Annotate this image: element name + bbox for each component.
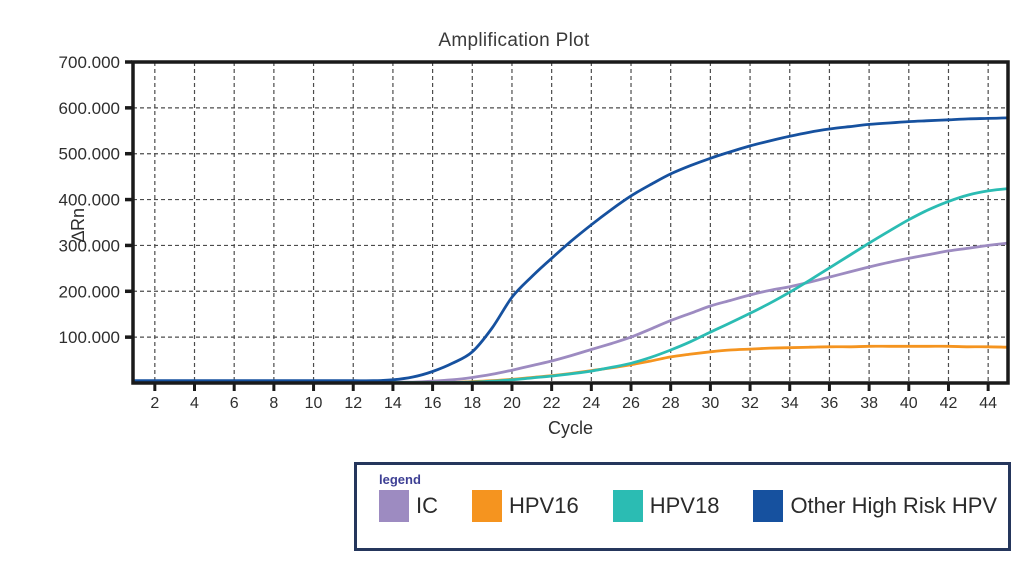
- svg-text:24: 24: [582, 395, 600, 412]
- svg-text:8: 8: [269, 395, 278, 412]
- legend-label-hpv18: HPV18: [649, 493, 720, 518]
- legend-swatch-hpv16: [472, 490, 502, 522]
- svg-text:30: 30: [701, 395, 719, 412]
- svg-text:36: 36: [821, 395, 839, 412]
- legend-title: legend: [379, 472, 421, 487]
- svg-text:12: 12: [344, 395, 362, 412]
- legend: legend IC HPV16 HPV18 Other High Risk HP…: [354, 462, 1011, 551]
- svg-text:200.000: 200.000: [59, 282, 120, 301]
- legend-item-hpv18: HPV18: [612, 490, 720, 522]
- chart-title: Amplification Plot: [438, 30, 590, 51]
- svg-text:500.000: 500.000: [59, 145, 120, 164]
- legend-label-hpv16: HPV16: [509, 493, 579, 518]
- svg-text:2: 2: [150, 395, 159, 412]
- svg-text:400.000: 400.000: [59, 191, 120, 210]
- legend-swatch-hpv18: [612, 490, 643, 522]
- legend-swatch-other-high-risk-hpv: [753, 490, 784, 522]
- x-axis-label: Cycle: [547, 418, 593, 438]
- legend-label-other-high-risk-hpv: Other High Risk HPV: [790, 493, 998, 518]
- svg-text:14: 14: [384, 395, 402, 412]
- svg-text:300.000: 300.000: [59, 236, 120, 255]
- svg-text:100.000: 100.000: [59, 328, 120, 347]
- svg-text:26: 26: [622, 395, 640, 412]
- legend-swatch-ic: [379, 490, 409, 522]
- svg-text:22: 22: [543, 395, 561, 412]
- legend-item-hpv16: HPV16: [472, 490, 579, 522]
- svg-text:16: 16: [424, 395, 442, 412]
- svg-text:44: 44: [979, 395, 997, 412]
- svg-text:34: 34: [781, 395, 799, 412]
- y-axis-label: ∆Rn: [67, 207, 88, 243]
- svg-text:28: 28: [662, 395, 680, 412]
- svg-text:40: 40: [900, 395, 918, 412]
- legend-item-ic: IC: [379, 490, 438, 522]
- svg-text:32: 32: [741, 395, 759, 412]
- svg-text:600.000: 600.000: [59, 99, 120, 118]
- legend-label-ic: IC: [416, 493, 438, 518]
- svg-text:10: 10: [305, 395, 323, 412]
- legend-items: IC HPV16 HPV18 Other High Risk HPV: [379, 490, 1008, 522]
- svg-text:42: 42: [940, 395, 958, 412]
- svg-text:38: 38: [860, 395, 878, 412]
- svg-text:6: 6: [230, 395, 239, 412]
- svg-text:4: 4: [190, 395, 199, 412]
- legend-item-other-high-risk-hpv: Other High Risk HPV: [753, 490, 997, 522]
- svg-text:700.000: 700.000: [59, 53, 120, 72]
- plot-area: 2 4 6 8 10 12 14 16 18 20 22 24 26 28 30 32 34 36 38 40 42 44…: [59, 53, 1010, 412]
- svg-text:20: 20: [503, 395, 521, 412]
- svg-text:18: 18: [463, 395, 481, 412]
